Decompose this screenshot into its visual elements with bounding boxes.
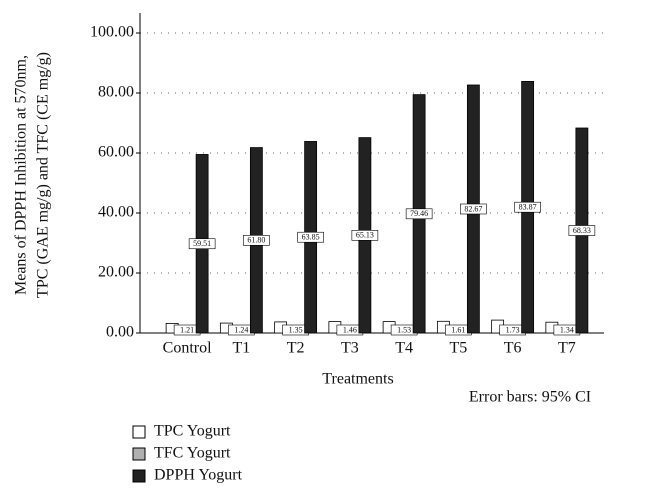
legend-label: DPPH Yogurt <box>154 467 243 484</box>
x-tick-label: T1 <box>232 340 250 357</box>
y-tick-label: 100.00 <box>90 24 134 41</box>
value-label-box <box>568 225 596 236</box>
value-label: 1.35 <box>289 325 303 334</box>
x-tick-label: T5 <box>449 340 467 357</box>
value-label: 65.13 <box>356 231 374 240</box>
y-tick-label: 20.00 <box>98 264 134 281</box>
y-axis-title-line: TPC (GAE mg/g) and TFC (CE mg/g) <box>35 52 52 298</box>
value-label: 1.46 <box>343 325 357 334</box>
value-label: 63.85 <box>302 233 320 242</box>
x-tick-label: T2 <box>287 340 305 357</box>
legend-label: TPC Yogurt <box>154 423 231 440</box>
value-label: 59.51 <box>193 239 211 248</box>
y-tick-label: 60.00 <box>98 144 134 161</box>
y-tick-label: 0.00 <box>106 324 134 341</box>
y-tick-label: 80.00 <box>98 84 134 101</box>
value-label: 1.24 <box>234 325 248 334</box>
value-label: 1.73 <box>506 325 520 334</box>
value-label-box <box>460 203 487 215</box>
y-axis-title: Means of DPPH Inhibition at 570nm, TPC (… <box>13 52 52 298</box>
x-tick-label: Control <box>163 340 212 357</box>
x-tick-label: T3 <box>341 340 359 357</box>
value-label: 1.61 <box>451 325 465 334</box>
value-label: 68.33 <box>573 226 591 235</box>
value-label-box <box>297 231 324 243</box>
value-label: 82.67 <box>464 204 482 213</box>
value-label-box <box>188 238 216 250</box>
legend-label: TFC Yogurt <box>154 445 231 462</box>
note: Error bars: 95% CI <box>469 389 591 406</box>
legend-swatch <box>132 425 146 439</box>
value-label-box <box>514 201 541 213</box>
x-axis-title: Treatments <box>322 371 393 388</box>
value-label: 83.87 <box>519 203 537 212</box>
y-tick-label: 40.00 <box>98 204 134 221</box>
legend-swatch <box>132 447 146 461</box>
value-label: 61.80 <box>247 236 265 245</box>
value-label-box <box>351 230 379 241</box>
value-label: 1.34 <box>560 325 574 334</box>
x-tick-label: T6 <box>504 340 522 357</box>
legend-swatch <box>132 469 146 483</box>
value-label: 79.46 <box>410 209 428 218</box>
value-label: 1.53 <box>397 325 411 334</box>
value-label-box <box>243 235 270 246</box>
x-tick-label: T7 <box>558 340 576 357</box>
value-label: 1.21 <box>180 325 194 334</box>
value-label-box <box>405 208 433 220</box>
x-tick-label: T4 <box>395 340 413 357</box>
y-axis-title-line: Means of DPPH Inhibition at 570nm, <box>13 55 30 295</box>
